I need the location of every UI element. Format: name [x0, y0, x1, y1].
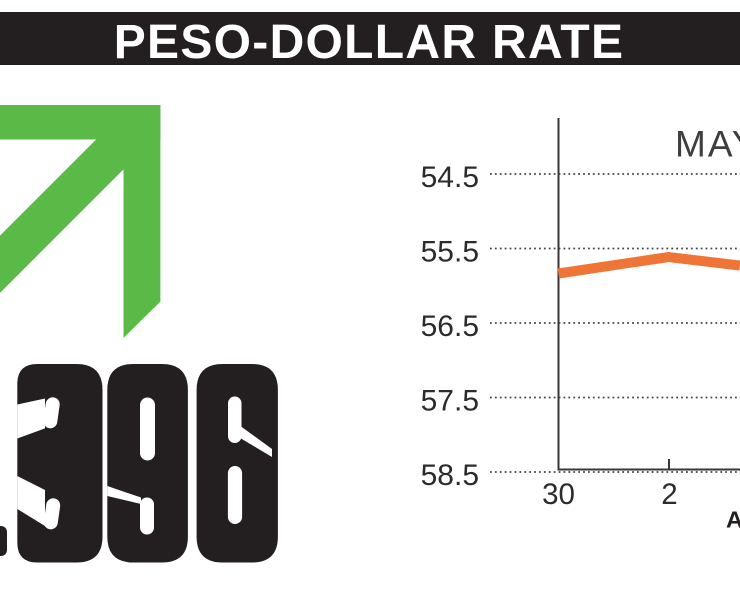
svg-text:2: 2 — [661, 478, 677, 511]
svg-text:56.5: 56.5 — [421, 310, 479, 343]
svg-text:APRIL: APRIL — [726, 507, 740, 533]
svg-text:54.5: 54.5 — [421, 161, 479, 194]
svg-text:PESO-DOLLAR RATE: PESO-DOLLAR RATE — [114, 16, 625, 69]
svg-text:30: 30 — [542, 478, 575, 511]
svg-text:55.5: 55.5 — [421, 236, 479, 269]
svg-text:MAY: MAY — [675, 124, 740, 165]
svg-text:57.5: 57.5 — [421, 385, 479, 418]
svg-text:58.5: 58.5 — [421, 459, 479, 492]
